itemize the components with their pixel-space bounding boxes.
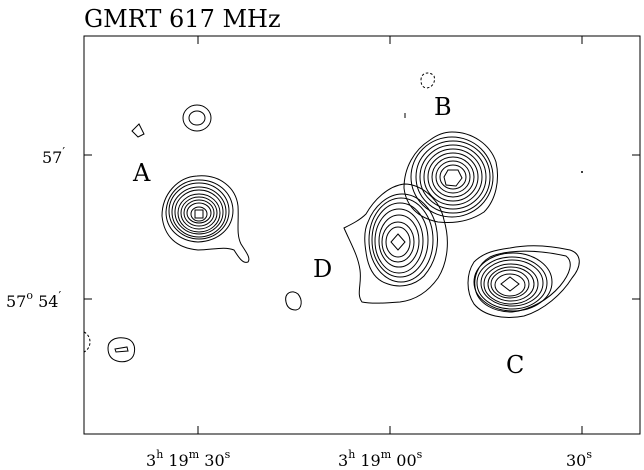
dec-tick-label-1-min: 57 (42, 148, 62, 167)
ra-2-m-unit: m (381, 448, 392, 461)
ra-1-m: 19 (168, 451, 188, 470)
arcmin-mark: ′ (58, 289, 61, 303)
ra-tick-label-3: 30s (566, 448, 592, 470)
source-label-c: C (506, 351, 524, 379)
source-a-contours (161, 175, 250, 263)
ra-3-s-unit: s (586, 448, 592, 461)
negative-contour-left (83, 331, 91, 353)
ra-2-h-unit: h (348, 448, 355, 461)
tick-marks (84, 36, 640, 434)
source-label-d: D (313, 255, 332, 283)
ra-1-s-unit: s (225, 448, 231, 461)
blob-left-a (131, 123, 145, 138)
source-b-contours (403, 131, 498, 223)
ra-tick-label-2: 3h 19m 00s (338, 448, 423, 470)
plot-frame (83, 35, 641, 435)
blob-small-d (285, 291, 302, 311)
blob-upper-a (182, 104, 212, 132)
ra-1-h: 3 (146, 451, 156, 470)
speck-right (581, 171, 583, 173)
ra-2-h: 3 (338, 451, 348, 470)
ra-2-s: 00 (396, 451, 416, 470)
dec-tick-label-2-min: 54 (38, 292, 58, 311)
blob-lower-left (107, 337, 136, 363)
source-label-a: A (132, 159, 151, 187)
ra-3-s: 30 (566, 451, 586, 470)
ra-1-s: 30 (204, 451, 224, 470)
source-d-contours (343, 183, 448, 304)
ra-2-s-unit: s (417, 448, 423, 461)
ra-2-m: 19 (360, 451, 380, 470)
source-label-b: B (434, 93, 452, 121)
arcmin-mark: ′ (62, 145, 65, 159)
ra-tick-label-1: 3h 19m 30s (146, 448, 231, 470)
ra-1-m-unit: m (189, 448, 200, 461)
map-title: GMRT 617 MHz (84, 5, 281, 33)
dec-tick-label-1: 57′ (42, 145, 65, 167)
negative-contour-b (420, 72, 435, 89)
ra-1-h-unit: h (156, 448, 163, 461)
source-c-contours (467, 245, 580, 318)
degree-mark: o (26, 289, 33, 302)
dec-tick-label-2-deg: 57 (6, 292, 26, 311)
dec-tick-label-2: 57o 54′ (6, 289, 61, 311)
